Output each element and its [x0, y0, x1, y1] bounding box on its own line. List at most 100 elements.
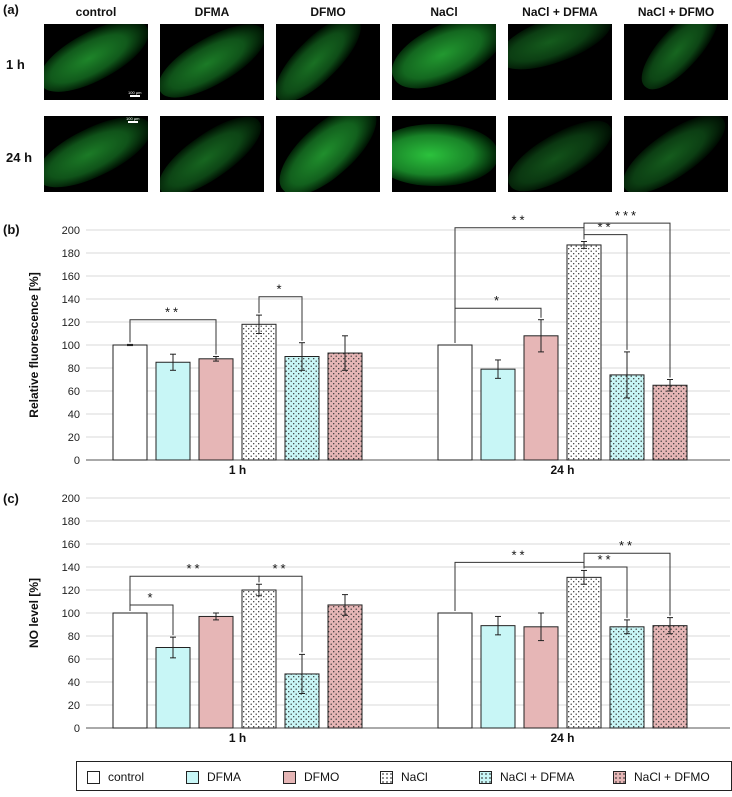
legend-label: control	[108, 770, 145, 784]
root-fluorescence	[160, 116, 264, 192]
y-tick-label: 40	[68, 409, 80, 421]
y-tick-label: 160	[62, 271, 80, 283]
significance-label: ***	[615, 210, 639, 223]
micrograph	[624, 24, 728, 100]
y-tick-label: 120	[62, 317, 80, 329]
significance-label: **	[597, 552, 613, 567]
significance-label: **	[186, 561, 202, 576]
bar	[198, 358, 234, 461]
bar	[566, 576, 602, 729]
legend-item: control	[87, 769, 144, 785]
bar	[437, 344, 473, 461]
row-label: 1 h	[6, 57, 25, 72]
significance-label: **	[165, 305, 181, 320]
significance-bracket	[583, 552, 671, 616]
micrograph	[160, 116, 264, 192]
column-header: DFMO	[310, 5, 346, 19]
significance-label: **	[511, 547, 527, 562]
legend-swatch	[186, 770, 199, 784]
legend-item: NaCl + DFMO	[613, 769, 710, 785]
y-tick-label: 0	[74, 455, 80, 467]
significance-label: *	[147, 590, 155, 605]
y-tick-label: 160	[62, 539, 80, 551]
bar	[566, 244, 602, 461]
bar	[198, 615, 234, 729]
bar	[609, 626, 645, 729]
legend-item: NaCl + DFMA	[479, 769, 574, 785]
bar	[241, 323, 277, 461]
micrograph: 100 µm	[44, 24, 148, 100]
significance-label: *	[276, 282, 284, 297]
group-label: 1 h	[229, 731, 246, 745]
significance-label: **	[272, 561, 288, 576]
micrograph	[276, 116, 380, 192]
root-fluorescence	[508, 24, 612, 81]
y-tick-label: 80	[68, 363, 80, 375]
relative-fluorescence-chart: 0 20 40 60 80 100 120 140 160 180 200 Relative fluo…	[27, 210, 730, 477]
root-fluorescence	[276, 24, 373, 100]
micrograph	[508, 116, 612, 192]
bar	[523, 335, 559, 461]
legend-label: NaCl + DFMO	[634, 770, 710, 784]
legend-swatch	[380, 770, 393, 784]
scale-bar: 100 µm	[126, 116, 140, 123]
legend-swatch	[283, 770, 296, 784]
significance-bracket	[258, 575, 303, 653]
legend-item: DFMO	[283, 769, 339, 785]
root-fluorescence	[508, 116, 612, 192]
legend: control DFMA DFMO NaCl NaCl + DFMA NaCl + DFM…	[76, 761, 732, 791]
bar	[480, 625, 516, 729]
column-header: control	[75, 5, 117, 19]
y-tick-label: 200	[62, 225, 80, 237]
group-label: 1 h	[229, 463, 246, 477]
column-header: DFMA	[194, 5, 230, 19]
significance-label: *	[494, 293, 502, 308]
micrograph	[392, 116, 496, 192]
y-tick-label: 140	[62, 294, 80, 306]
significance-label: **	[511, 213, 527, 228]
y-tick-label: 180	[62, 516, 80, 528]
micrograph	[624, 116, 728, 192]
bar	[155, 647, 191, 729]
panel-b-label: (b)	[3, 222, 20, 237]
bar	[480, 368, 516, 461]
root-fluorescence	[630, 24, 728, 100]
micrograph	[160, 24, 264, 100]
y-tick-label: 60	[68, 654, 80, 666]
significance-bracket	[258, 296, 303, 341]
micrograph: 100 µm	[44, 116, 148, 192]
y-tick-label: 80	[68, 631, 80, 643]
legend-item: NaCl	[380, 769, 428, 785]
significance-label: **	[619, 538, 635, 553]
bar	[112, 344, 148, 461]
y-axis-label: Relative fluorescence [%]	[27, 272, 41, 417]
group-label: 24 h	[550, 731, 574, 745]
bar	[241, 589, 277, 729]
root-fluorescence	[160, 24, 264, 100]
legend-item: DFMA	[186, 769, 241, 785]
panel-c-label: (c)	[3, 491, 19, 506]
column-header: NaCl + DFMA	[522, 5, 598, 19]
legend-label: DFMO	[304, 770, 340, 784]
micrograph	[508, 24, 612, 100]
panel-a-label: (a)	[3, 2, 19, 17]
bar	[155, 361, 191, 461]
legend-label: DFMA	[207, 770, 241, 784]
y-tick-label: 20	[68, 700, 80, 712]
significance-bracket	[454, 561, 585, 611]
y-tick-label: 60	[68, 386, 80, 398]
y-tick-label: 20	[68, 432, 80, 444]
bar	[112, 612, 148, 729]
bar	[609, 374, 645, 461]
root-fluorescence	[44, 116, 148, 192]
legend-swatch	[87, 770, 100, 784]
y-tick-label: 40	[68, 677, 80, 689]
bar	[284, 356, 320, 461]
legend-swatch	[479, 770, 492, 784]
micrograph	[276, 24, 380, 100]
significance-label: **	[597, 220, 613, 235]
legend-label: NaCl	[401, 770, 428, 784]
bar	[437, 612, 473, 729]
column-header: NaCl	[430, 5, 458, 19]
bar	[652, 625, 688, 729]
